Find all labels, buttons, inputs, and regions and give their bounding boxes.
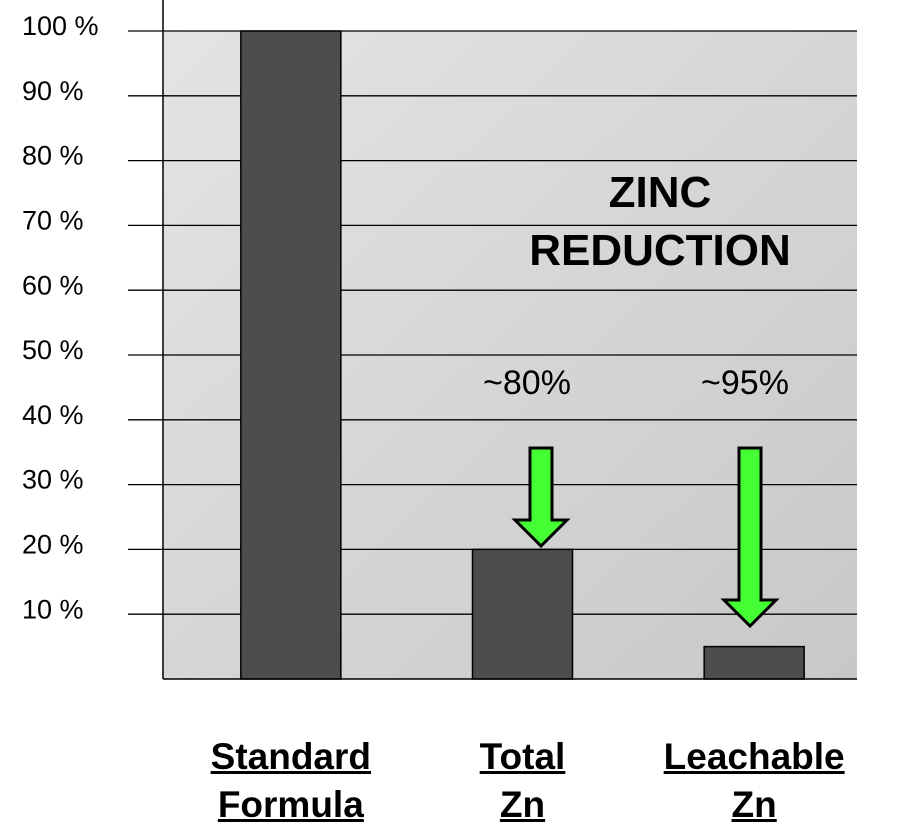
bar [704,647,804,679]
x-tick-label: Leachable Zn [664,733,845,829]
y-tick-label: 50 % [22,335,84,365]
y-tick-label: 30 % [22,465,84,495]
bar [473,549,573,679]
y-tick-label: 90 % [22,76,84,106]
y-tick-label: 20 % [22,530,84,560]
y-tick-label: 70 % [22,206,84,236]
y-tick-label: 40 % [22,400,84,430]
annotation: ~80% [483,364,571,403]
chart: 10 % 20 % 30 % 40 % 50 % 60 % 70 % 80 % 90 % 100 … [0,0,903,830]
page: 10 % 20 % 30 % 40 % 50 % 60 % 70 % 80 % 90 % 100 … [0,0,903,830]
bar [241,31,341,679]
y-tick-label: 60 % [22,270,84,300]
annotation: ZINC REDUCTION [529,164,791,280]
x-tick-label: Standard Formula [211,733,371,829]
y-tick-label: 80 % [22,141,84,171]
x-tick-label: Total Zn [480,733,566,829]
y-tick-label: 10 % [22,594,84,624]
y-tick-label: 100 % [22,11,99,41]
annotation: ~95% [701,364,789,403]
